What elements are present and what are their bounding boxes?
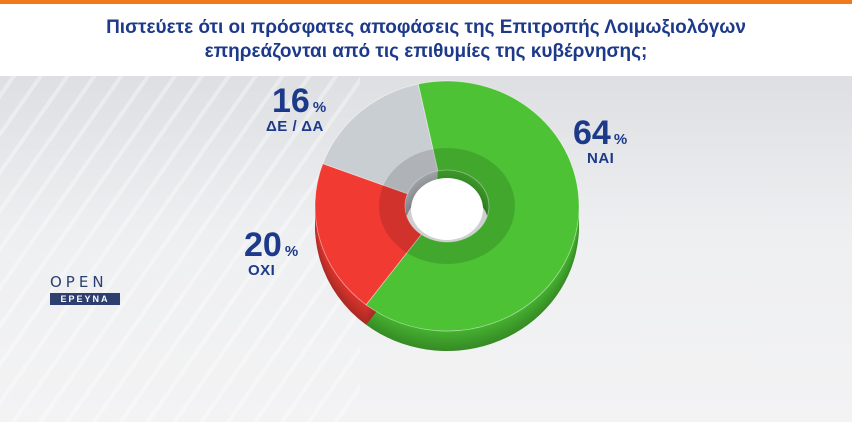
question-header: Πιστεύετε ότι οι πρόσφατες αποφάσεις της… <box>0 4 852 76</box>
donut-chart <box>314 80 580 352</box>
label-yes-name: ΝΑΙ <box>587 150 615 167</box>
open-ereuna-logo: OPEN ΕΡΕΥΝΑ <box>50 274 124 305</box>
label-no: 20% ΟΧΙ <box>244 228 298 280</box>
question-line-1: Πιστεύετε ότι οι πρόσφατες αποφάσεις της… <box>106 17 746 38</box>
label-dk-unit: % <box>312 99 327 116</box>
label-no-name: ΟΧΙ <box>248 262 276 279</box>
background-stripes <box>0 76 360 422</box>
slice-dk <box>322 83 439 195</box>
label-dk: 16% ΔΕ / ΔΑ <box>266 84 326 136</box>
question-line-2: επηρεάζονται από τις επιθυμίες της κυβέρ… <box>204 41 648 62</box>
top-accent-bar <box>0 0 852 4</box>
label-yes: 64% ΝΑΙ <box>573 116 627 168</box>
logo-word: OPEN <box>50 273 108 291</box>
label-yes-unit: % <box>613 131 628 148</box>
label-dk-value: 16 <box>272 82 310 120</box>
slice-yes <box>365 80 580 332</box>
label-no-value: 20 <box>244 226 282 264</box>
label-dk-name: ΔΕ / ΔΑ <box>266 118 324 135</box>
slice-no <box>314 163 422 306</box>
label-no-unit: % <box>284 243 299 260</box>
label-yes-value: 64 <box>573 114 611 152</box>
chart-stage: OPEN ΕΡΕΥΝΑ 64% ΝΑΙ 20% ΟΧΙ 16% ΔΕ / ΔΑ <box>0 76 852 422</box>
logo-badge: ΕΡΕΥΝΑ <box>50 293 120 305</box>
donut-hole <box>411 178 483 240</box>
